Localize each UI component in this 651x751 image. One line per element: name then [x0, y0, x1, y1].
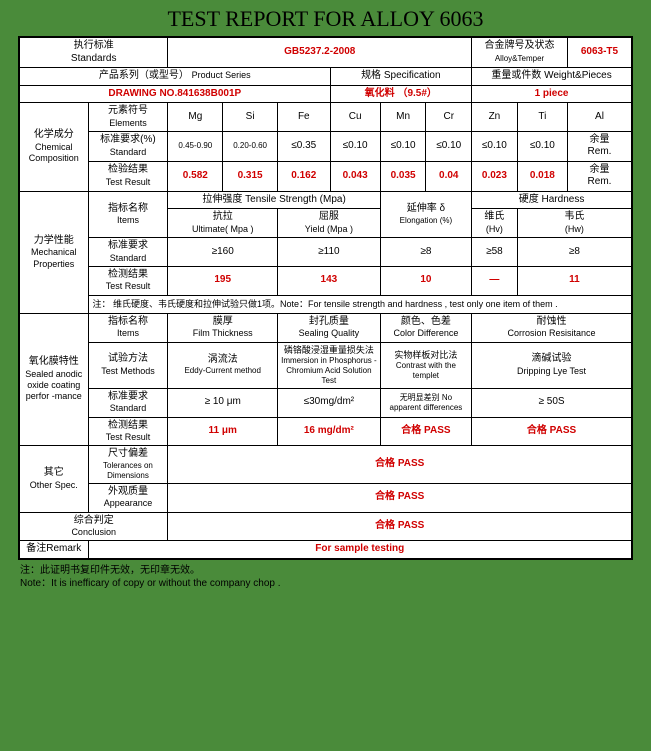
chem-elements-label: 元素符号Elements — [88, 103, 168, 132]
oxide-res: 16 mg/dm² — [278, 417, 381, 446]
chem-std: 0.45-0.90 — [168, 131, 223, 161]
report-table: 执行标准Standards GB5237.2-2008 合金牌号及状态Alloy… — [19, 37, 632, 559]
oxide-std: ≥ 10 μm — [168, 388, 278, 417]
chem-col: Al — [567, 103, 631, 132]
chem-std: 余量 Rem. — [567, 131, 631, 161]
chem-std: ≤0.10 — [426, 131, 472, 161]
other-app-label: 外观质量Appearance — [88, 483, 168, 512]
mech-yield-label: 屈服Yield (Mpa ) — [278, 209, 381, 238]
chem-res: 0.315 — [223, 161, 278, 191]
mech-hw-label: 韦氏(Hw) — [517, 209, 631, 238]
mech-std: ≥110 — [278, 238, 381, 267]
standards-label: 执行标准Standards — [20, 38, 168, 68]
chem-col: Cu — [330, 103, 380, 132]
remark-label: 备注Remark — [20, 541, 89, 559]
chem-std: ≤0.10 — [517, 131, 567, 161]
chem-std: ≤0.35 — [278, 131, 331, 161]
oxide-phos: 磷铬酸浸湿重量损失法Immersion in Phosphorus - Chro… — [278, 342, 381, 388]
mech-hv-label: 维氏(Hv) — [472, 209, 518, 238]
mech-res: 11 — [517, 266, 631, 295]
chem-std: 0.20-0.60 — [223, 131, 278, 161]
footnote: 注：此证明书复印件无效，无印章无效。 Note：It is inefficary… — [18, 560, 633, 590]
oxide-std: ≥ 50S — [472, 388, 632, 417]
oxide-drip: 滴碱试验Dripping Lye Test — [472, 342, 632, 388]
oxide-res: 合格 PASS — [472, 417, 632, 446]
series-label: 产品系列（或型号） Product Series — [20, 68, 331, 86]
oxide-res-label: 检测结果Test Result — [88, 417, 168, 446]
chem-col: Cr — [426, 103, 472, 132]
pieces-value: 1 piece — [472, 85, 632, 103]
mech-res: 195 — [168, 266, 278, 295]
oxide-corr-label: 耐蚀性Corrosion Resisitance — [472, 313, 632, 342]
chem-col: Zn — [472, 103, 518, 132]
oxide-contrast: 实物样板对比法Contrast with the templet — [380, 342, 471, 388]
remark-val: For sample testing — [88, 541, 632, 559]
mech-res: 10 — [380, 266, 471, 295]
standards-value: GB5237.2-2008 — [168, 38, 472, 68]
conclusion-val: 合格 PASS — [168, 512, 632, 541]
chem-col: Mg — [168, 103, 223, 132]
alloy-value: 6063-T5 — [567, 38, 631, 68]
mech-res: — — [472, 266, 518, 295]
report-sheet: 执行标准Standards GB5237.2-2008 合金牌号及状态Alloy… — [18, 36, 633, 560]
other-dim-val: 合格 PASS — [168, 446, 632, 484]
oxide-items-label: 指标名称Items — [88, 313, 168, 342]
mech-items-label: 指标名称Items — [88, 191, 168, 237]
chem-res: 0.04 — [426, 161, 472, 191]
oxide-std-label: 标准要求Standard — [88, 388, 168, 417]
mech-hard-label: 硬度 Hardness — [472, 191, 632, 209]
chem-res: 0.023 — [472, 161, 518, 191]
chem-res: 0.162 — [278, 161, 331, 191]
chem-std: ≤0.10 — [380, 131, 426, 161]
chem-std: ≤0.10 — [330, 131, 380, 161]
mech-note: 注： 维氏硬度、韦氏硬度和拉伸试验只做1项。Note：For tensile s… — [88, 295, 632, 313]
other-app-val: 合格 PASS — [168, 483, 632, 512]
chem-col: Fe — [278, 103, 331, 132]
chem-std-label: 标准要求(%)Standard — [88, 131, 168, 161]
chem-result-label: 检验结果Test Result — [88, 161, 168, 191]
mech-std: ≥58 — [472, 238, 518, 267]
mech-tensile-label: 拉伸强度 Tensile Strength (Mpa) — [168, 191, 380, 209]
other-section: 其它Other Spec. — [20, 446, 89, 512]
mech-ultimate-label: 抗拉Ultimate( Mpa ) — [168, 209, 278, 238]
oxide-film-label: 膜厚Film Thickness — [168, 313, 278, 342]
chem-res: 0.043 — [330, 161, 380, 191]
weight-label: 重量或件数 Weight&Pieces — [472, 68, 632, 86]
oxide-eddy: 涡流法Eddy-Current method — [168, 342, 278, 388]
chem-res: 0.018 — [517, 161, 567, 191]
mech-elong-label: 延伸率 δElongation (%) — [380, 191, 471, 237]
oxide-seal-label: 封孔质量Sealing Quality — [278, 313, 381, 342]
mech-std: ≥160 — [168, 238, 278, 267]
oxide-section: 氧化膜特性Sealed anodic oxide coating perfor … — [20, 313, 89, 446]
spec-label: 规格 Specification — [330, 68, 472, 86]
mech-std: ≥8 — [517, 238, 631, 267]
other-dim-label: 尺寸偏差Tolerances on Dimensions — [88, 446, 168, 484]
oxide-method-label: 试验方法Test Methods — [88, 342, 168, 388]
chem-col: Mn — [380, 103, 426, 132]
alloy-label: 合金牌号及状态Alloy&Temper — [472, 38, 568, 68]
page-title: TEST REPORT FOR ALLOY 6063 — [18, 6, 633, 32]
chem-col: Ti — [517, 103, 567, 132]
mech-res: 143 — [278, 266, 381, 295]
oxide-res: 合格 PASS — [380, 417, 471, 446]
spec-value: 氧化料 （9.5#） — [330, 85, 472, 103]
mech-section: 力学性能Mechanical Properties — [20, 191, 89, 313]
oxide-std: ≤30mg/dm² — [278, 388, 381, 417]
drawing-no: DRAWING NO.841638B001P — [20, 85, 331, 103]
chem-col: Si — [223, 103, 278, 132]
oxide-std: 无明显差别 No apparent differences — [380, 388, 471, 417]
chem-std: ≤0.10 — [472, 131, 518, 161]
oxide-color-label: 颜色、色差Color Difference — [380, 313, 471, 342]
chem-res: 0.582 — [168, 161, 223, 191]
oxide-res: 11 μm — [168, 417, 278, 446]
chem-res: 0.035 — [380, 161, 426, 191]
chem-section: 化学成分Chemical Composition — [20, 103, 89, 192]
mech-std: ≥8 — [380, 238, 471, 267]
chem-res: 余量 Rem. — [567, 161, 631, 191]
conclusion-label: 综合判定Conclusion — [20, 512, 168, 541]
mech-std-label: 标准要求Standard — [88, 238, 168, 267]
mech-res-label: 检测结果Test Result — [88, 266, 168, 295]
